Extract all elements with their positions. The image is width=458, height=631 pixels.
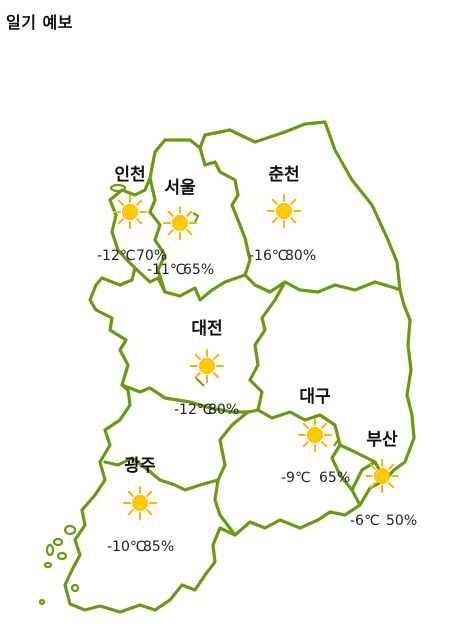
humidity-chuncheon: 80% xyxy=(285,248,317,264)
humidity-daejeon: 80% xyxy=(208,402,240,418)
border-busan xyxy=(350,460,387,507)
map-outline xyxy=(63,120,416,614)
city-label-chuncheon: 춘천 xyxy=(268,165,300,185)
sun-icon xyxy=(267,194,301,228)
border-gyeongbuk-gyeongnam xyxy=(256,408,377,464)
city-label-daejeon: 대전 xyxy=(191,319,223,339)
border-jeolla-north-south xyxy=(103,456,220,492)
temperature-chuncheon: -16℃ xyxy=(249,248,288,264)
border-gangwon-south xyxy=(253,280,402,294)
sun-icon xyxy=(365,459,399,493)
humidity-daegu: 65% xyxy=(319,470,351,486)
humidity-gwangju: 85% xyxy=(143,539,175,555)
city-label-seoul: 서울 xyxy=(164,178,196,198)
humidity-incheon: 70% xyxy=(136,248,168,264)
border-seoul xyxy=(148,176,167,294)
border-seoul-chuncheon xyxy=(198,146,257,287)
border-gyeonggi-south xyxy=(133,266,247,302)
city-label-daegu: 대구 xyxy=(299,387,331,407)
islands xyxy=(38,183,127,606)
border-chungnam-jeolla xyxy=(120,383,250,414)
humidity-busan: 50% xyxy=(386,513,418,529)
temperature-daegu: -9℃ xyxy=(281,470,311,486)
city-label-busan: 부산 xyxy=(366,430,398,450)
map-detail-marks xyxy=(192,212,340,447)
temperature-incheon: -12℃ xyxy=(97,248,136,264)
temperature-busan: -6℃ xyxy=(350,513,380,529)
sun-icon xyxy=(298,418,332,452)
temperature-seoul: -11℃ xyxy=(147,262,186,278)
page-title: 일기 예보 xyxy=(6,13,73,32)
sun-icon xyxy=(190,349,224,383)
sun-icon xyxy=(163,206,197,240)
border-jeolla-gyeongnam xyxy=(213,478,237,537)
city-label-incheon: 인천 xyxy=(114,165,146,185)
sun-icon xyxy=(113,195,147,229)
sun-icon xyxy=(123,486,157,520)
border-ulsan xyxy=(330,443,354,492)
humidity-seoul: 65% xyxy=(183,262,215,278)
border-daejeon-daegu xyxy=(216,280,287,482)
temperature-gwangju: -10℃ xyxy=(107,539,146,555)
city-label-gwangju: 광주 xyxy=(124,456,156,476)
temperature-daejeon: -12℃ xyxy=(174,402,213,418)
